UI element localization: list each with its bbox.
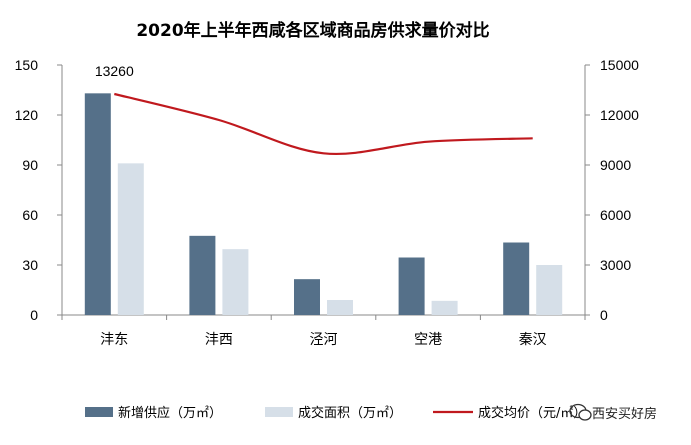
y-right-tick-label: 0 (600, 307, 608, 323)
legend: 新增供应（万㎡） 成交面积（万㎡） 成交均价（元/㎡） (85, 405, 586, 421)
legend-swatch (85, 407, 113, 417)
x-tick-label: 空港 (414, 332, 442, 348)
line-avg-price (114, 92, 533, 156)
y-left-tick-label: 0 (30, 307, 38, 323)
y-right-tick-label: 3000 (600, 257, 631, 273)
legend-swatch (265, 407, 293, 417)
bar-supply (84, 93, 111, 315)
wechat-icon (569, 403, 592, 421)
y-left-tick-label: 150 (15, 57, 39, 73)
watermark: 西安买好房 (569, 403, 657, 422)
bar-supply (503, 242, 530, 315)
bar-sales-area (536, 265, 563, 315)
y-right-tick-label: 12000 (600, 107, 639, 123)
y-left-tick-label: 120 (15, 107, 39, 123)
bar-supply (189, 235, 216, 315)
bar-sales-area (327, 300, 353, 315)
bar-supply (294, 279, 320, 315)
y-right-tick-label: 9000 (600, 157, 631, 173)
data-label: 13260 (95, 63, 134, 79)
y-left-tick-label: 60 (22, 207, 38, 223)
legend-label: 成交均价（元/㎡） (478, 405, 586, 421)
plot-area: 0 30 60 90 120 150 0 3000 6000 9000 12000 15000 沣东 沣西… (15, 57, 640, 348)
y-left-tick-label: 30 (22, 257, 38, 273)
bar-sales-area (222, 249, 249, 315)
y-right-tick-label: 15000 (600, 57, 639, 73)
legend-label: 成交面积（万㎡） (298, 405, 402, 421)
bar-sales-area (431, 300, 458, 315)
x-tick-label: 泾河 (310, 332, 338, 348)
x-tick-label: 沣东 (100, 332, 128, 348)
x-tick-label: 秦汉 (519, 332, 547, 348)
legend-label: 新增供应（万㎡） (118, 405, 222, 421)
y-right-tick-label: 6000 (600, 207, 631, 223)
y-left-tick-label: 90 (22, 157, 38, 173)
bar-supply (398, 257, 425, 315)
chart-title: 2020年上半年西咸各区域商品房供求量价对比 (136, 20, 489, 41)
x-tick-label: 沣西 (205, 332, 233, 348)
watermark-text: 西安买好房 (592, 406, 657, 422)
bar-sales-area (117, 163, 144, 315)
